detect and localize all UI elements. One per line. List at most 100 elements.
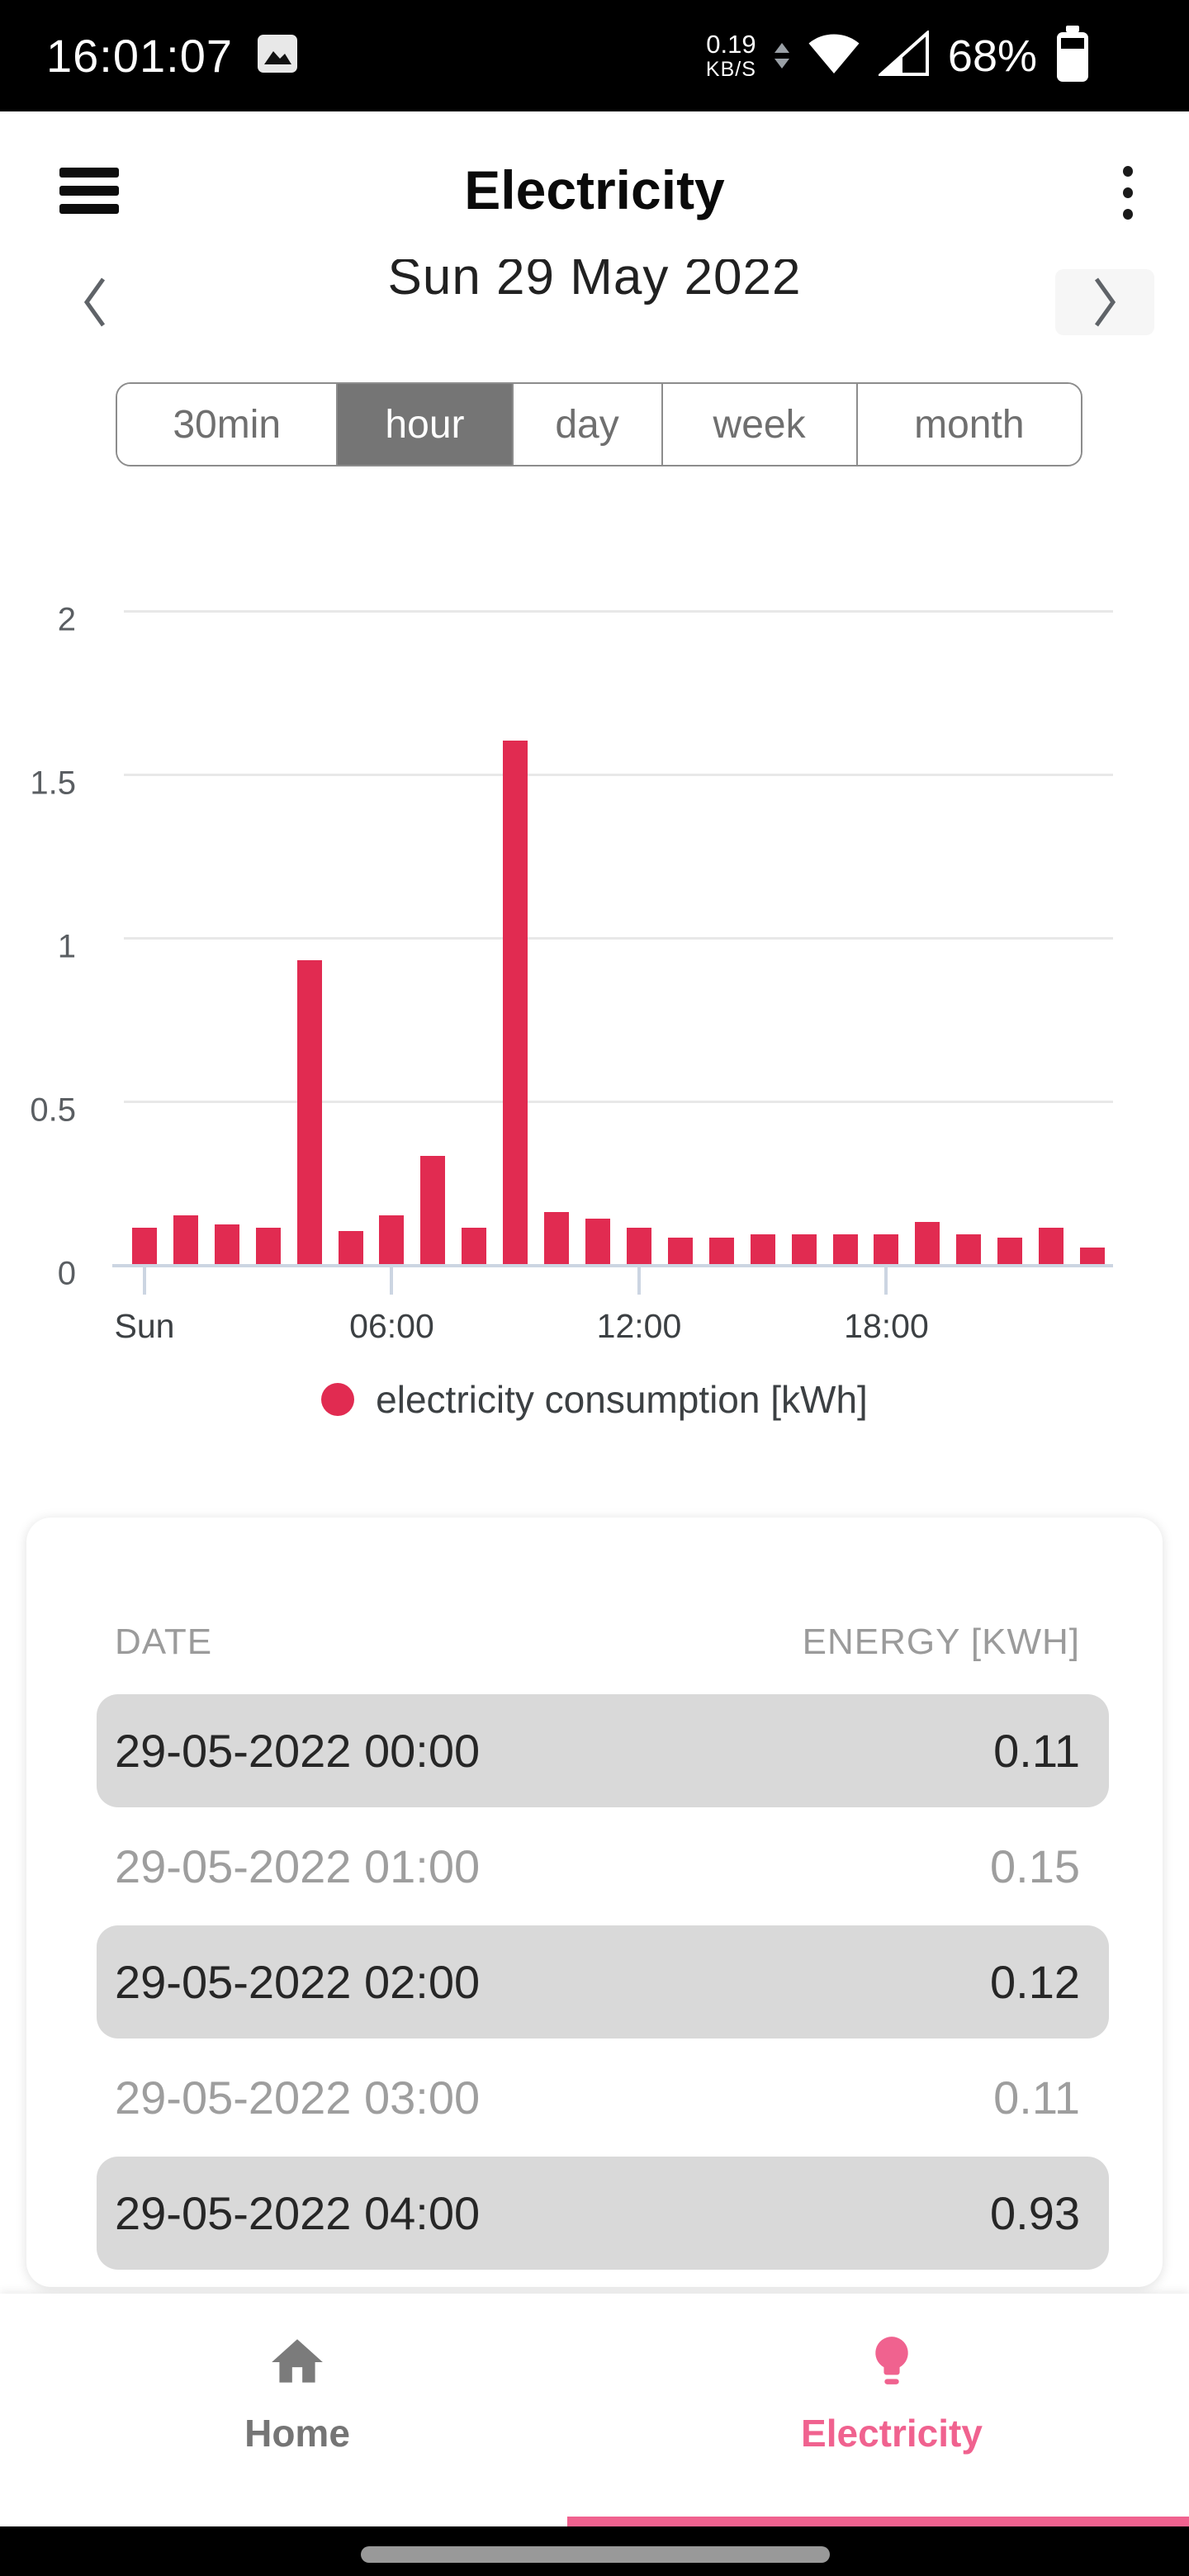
network-speed: 0.19 KB/S (705, 30, 756, 81)
lightbulb-icon (875, 2337, 908, 2384)
bar-20:00 (956, 1234, 982, 1264)
chevron-left-icon (83, 277, 106, 327)
y-axis-label: 1 (57, 928, 76, 965)
page-title: Electricity (464, 159, 725, 220)
previous-date-button[interactable] (58, 269, 132, 335)
table-row: 29-05-2022 01:00 0.15 (97, 1810, 1109, 1923)
active-tab-indicator (567, 2517, 1189, 2526)
nav-item-electricity[interactable]: Electricity (594, 2294, 1189, 2526)
app-header: Electricity (0, 136, 1189, 244)
table-card: DATE ENERGY [KWH] 29-05-2022 00:00 0.11 29… (26, 1518, 1163, 2287)
x-axis-tick (142, 1267, 146, 1295)
table-row: 29-05-2022 02:00 0.12 (97, 1925, 1109, 2039)
row-date: 29-05-2022 00:00 (115, 1725, 481, 1777)
next-date-button[interactable] (1055, 269, 1154, 335)
download-arrow-icon (774, 59, 789, 69)
gridline (124, 937, 1113, 940)
legend-dot-icon (321, 1383, 355, 1416)
y-axis-label: 1.5 (30, 765, 76, 802)
bar-08:00 (462, 1228, 487, 1264)
bar-01:00 (173, 1215, 198, 1264)
menu-icon[interactable] (59, 168, 119, 214)
bar-17:00 (832, 1234, 858, 1264)
bar-04:00 (296, 959, 322, 1264)
legend-label: electricity consumption [kWh] (376, 1378, 868, 1421)
nav-item-electricity-label: Electricity (801, 2412, 983, 2455)
traffic-arrows-icon (774, 43, 789, 69)
gridline (124, 610, 1113, 613)
bar-06:00 (379, 1215, 405, 1264)
chevron-right-icon (1094, 277, 1116, 327)
bar-02:00 (214, 1224, 239, 1264)
legend-item[interactable]: electricity consumption [kWh] (0, 1377, 1189, 1422)
gesture-pill[interactable] (361, 2546, 830, 2563)
bar-23:00 (1080, 1248, 1106, 1264)
bottom-nav: Home Electricity (0, 2294, 1189, 2526)
bar-22:00 (1039, 1228, 1064, 1264)
upload-arrow-icon (774, 43, 789, 53)
date-label-container: Sun 29 May 2022 (165, 259, 1024, 335)
table-header: DATE ENERGY [KWH] (97, 1622, 1109, 1663)
x-axis-tick (884, 1267, 888, 1295)
battery-icon (1055, 26, 1090, 86)
range-tab-day[interactable]: day (511, 384, 661, 465)
row-date: 29-05-2022 04:00 (115, 2187, 481, 2239)
x-axis-label: Sun (114, 1307, 175, 1345)
range-tabs: 30min hour day week month (116, 382, 1082, 466)
screenshot-image-icon (257, 35, 297, 77)
bar-12:00 (626, 1228, 651, 1264)
status-bar: 16:01:07 0.19 KB/S 68% (0, 0, 1189, 111)
bar-10:00 (544, 1211, 570, 1264)
bar-11:00 (585, 1218, 611, 1264)
row-date: 29-05-2022 02:00 (115, 1956, 481, 2008)
table-row: 29-05-2022 00:00 0.11 (97, 1694, 1109, 1807)
y-axis-label: 0.5 (30, 1091, 76, 1129)
row-date: 29-05-2022 01:00 (115, 1840, 481, 1892)
date-nav: Sun 29 May 2022 (0, 248, 1189, 357)
bar-09:00 (503, 741, 528, 1264)
row-energy: 0.93 (990, 2187, 1080, 2239)
gridline (124, 774, 1113, 776)
electricity-chart[interactable]: 0 0.5 1 1.5 2 Sun 06:00 12:00 18:00 (0, 561, 1189, 1375)
gridline (124, 1101, 1113, 1103)
range-tab-30min[interactable]: 30min (117, 384, 337, 465)
range-tab-month[interactable]: month (855, 384, 1081, 465)
bar-15:00 (750, 1234, 775, 1264)
table-row: 29-05-2022 04:00 0.93 (97, 2157, 1109, 2270)
table-body: 29-05-2022 00:00 0.11 29-05-2022 01:00 0.15… (26, 1694, 1163, 2270)
x-axis-label: 18:00 (844, 1307, 929, 1345)
bar-05:00 (338, 1231, 363, 1264)
bar-16:00 (791, 1234, 817, 1264)
bar-13:00 (667, 1238, 693, 1264)
y-axis-label: 0 (57, 1255, 76, 1292)
bar-19:00 (915, 1221, 940, 1264)
cellular-signal-icon (876, 29, 930, 81)
table-header-date: DATE (115, 1622, 213, 1662)
bar-18:00 (874, 1234, 899, 1264)
row-energy: 0.11 (993, 2072, 1080, 2124)
row-date: 29-05-2022 03:00 (115, 2072, 481, 2124)
range-tab-hour[interactable]: hour (336, 384, 512, 465)
bar-00:00 (131, 1228, 157, 1264)
nav-item-home-label: Home (244, 2412, 350, 2455)
x-axis-label: 06:00 (349, 1307, 434, 1345)
bar-07:00 (420, 1156, 446, 1264)
overflow-menu-icon[interactable] (1110, 158, 1146, 227)
row-energy: 0.11 (993, 1725, 1080, 1777)
x-axis-label: 12:00 (596, 1307, 682, 1345)
bar-03:00 (255, 1228, 281, 1264)
home-icon (272, 2339, 323, 2383)
gesture-bar (0, 2526, 1189, 2576)
x-axis-line (112, 1264, 1113, 1267)
battery-percent: 68% (947, 31, 1037, 81)
date-label: Sun 29 May 2022 (387, 259, 802, 305)
x-axis-tick (637, 1267, 641, 1295)
range-tab-week[interactable]: week (661, 384, 856, 465)
x-axis-tick (390, 1267, 394, 1295)
nav-item-home[interactable]: Home (0, 2294, 594, 2526)
table-header-energy: ENERGY [KWH] (802, 1622, 1080, 1662)
row-energy: 0.12 (990, 1956, 1080, 2008)
table-row: 29-05-2022 03:00 0.11 (97, 2041, 1109, 2154)
wifi-icon (808, 32, 860, 79)
status-time: 16:01:07 (46, 30, 233, 82)
